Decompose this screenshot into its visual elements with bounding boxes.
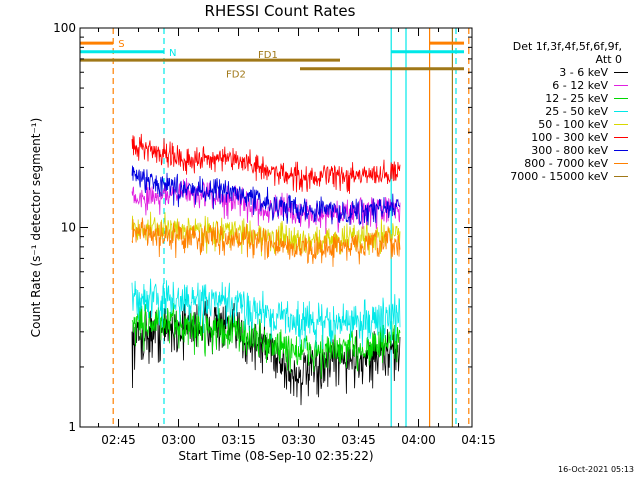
y-tick-label: 10 [61, 221, 76, 235]
legend-item: 300 - 800 keV [480, 144, 630, 157]
legend-label: 12 - 25 keV [545, 92, 608, 105]
legend-item: 800 - 7000 keV [480, 157, 630, 170]
x-tick-label: 02:45 [101, 433, 136, 447]
legend-swatch [614, 163, 628, 164]
legend-swatch [614, 85, 628, 86]
legend-swatch [614, 137, 628, 138]
x-tick-label: 03:15 [221, 433, 256, 447]
series-line-300-800keV [131, 165, 401, 226]
legend-item: 6 - 12 keV [480, 79, 630, 92]
legend-label: 6 - 12 keV [552, 79, 608, 92]
legend-item: 100 - 300 keV [480, 131, 630, 144]
x-tick-label: 04:15 [461, 433, 496, 447]
series-line-12-25keV [131, 302, 401, 379]
legend-swatch [614, 150, 628, 151]
legend-attenuator: Att 0 [595, 53, 622, 66]
legend-label: 25 - 50 keV [545, 105, 608, 118]
legend-swatch [614, 124, 628, 125]
legend-label: 50 - 100 keV [538, 118, 608, 131]
legend-swatch [614, 111, 628, 112]
legend-item: 25 - 50 keV [480, 105, 630, 118]
legend-item: 3 - 6 keV [480, 66, 630, 79]
x-tick-label: 03:00 [161, 433, 196, 447]
band-label-fd2: FD2 [226, 70, 246, 81]
y-axis-label: Count Rate (s⁻¹ detector segment⁻¹) [29, 118, 43, 338]
band-label-n: N [169, 48, 176, 59]
x-tick-label: 03:30 [281, 433, 316, 447]
series-line-25-50keV [131, 278, 401, 350]
series-line-50-100keV [131, 211, 401, 257]
legend-detectors: Det 1f,3f,4f,5f,6f,9f, [512, 40, 622, 53]
legend: Det 1f,3f,4f,5f,6f,9f, Att 0 3 - 6 keV 6 … [480, 40, 630, 183]
series-line-100-300keV [131, 133, 401, 194]
legend-swatch [614, 72, 628, 73]
y-tick-label: 100 [53, 21, 76, 35]
series-line-6-12keV [131, 177, 401, 235]
x-tick-label: 03:45 [341, 433, 376, 447]
y-tick-label: 1 [68, 420, 76, 434]
legend-label: 3 - 6 keV [559, 66, 608, 79]
legend-label: 7000 - 15000 keV [510, 170, 608, 183]
legend-label: 800 - 7000 keV [524, 157, 608, 170]
legend-label: 300 - 800 keV [531, 144, 608, 157]
legend-swatch [614, 98, 628, 99]
legend-item: 7000 - 15000 keV [480, 170, 630, 183]
x-tick-label: 04:00 [401, 433, 436, 447]
legend-label: 100 - 300 keV [531, 131, 608, 144]
band-label-s: S [118, 39, 124, 50]
legend-swatch [614, 176, 628, 177]
legend-item: 12 - 25 keV [480, 92, 630, 105]
chart-title: RHESSI Count Rates [204, 2, 356, 20]
band-label-fd1: FD1 [258, 50, 278, 61]
series-line-800-7000keV [131, 217, 401, 267]
timestamp: 16-Oct-2021 05:13 [558, 465, 634, 474]
x-axis-label: Start Time (08-Sep-10 02:35:22) [178, 449, 373, 463]
legend-item: 50 - 100 keV [480, 118, 630, 131]
